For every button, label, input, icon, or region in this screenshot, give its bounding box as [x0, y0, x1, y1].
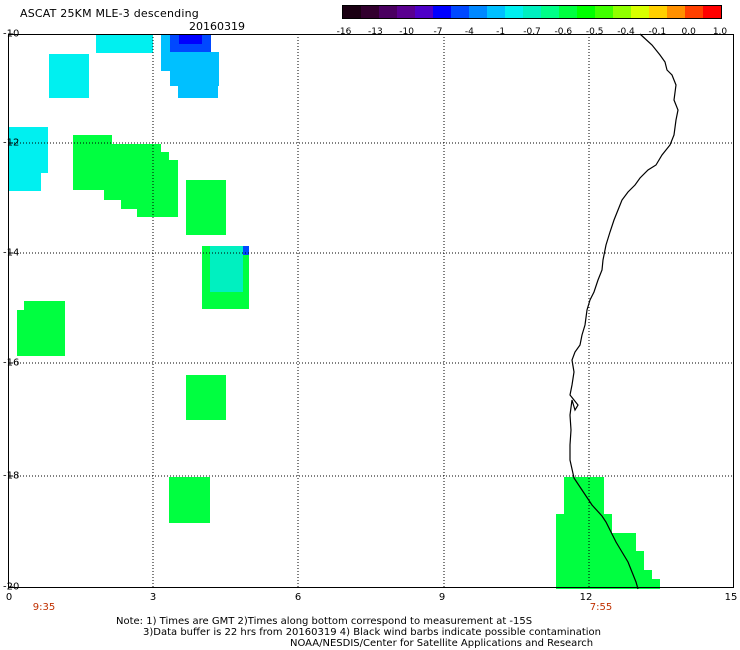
time-label: 7:55	[589, 602, 613, 613]
colorbar-swatch	[595, 6, 613, 18]
note-line-2: 3)Data buffer is 22 hrs from 20160319 4)…	[143, 627, 601, 638]
wind-cell	[556, 514, 565, 589]
wind-cell	[104, 190, 137, 200]
wind-cell	[161, 152, 169, 162]
wind-cell	[170, 52, 219, 86]
wind-cell	[186, 375, 226, 420]
coastline	[569, 33, 679, 590]
colorbar-swatch	[685, 6, 703, 18]
wind-cell	[73, 135, 112, 190]
colorbar-swatch	[469, 6, 487, 18]
y-label: -18	[3, 470, 20, 482]
wind-cell	[179, 34, 202, 44]
grid	[8, 34, 734, 588]
wind-cell	[210, 246, 243, 292]
x-label: 15	[724, 592, 738, 603]
plot-frame	[8, 34, 734, 588]
colorbar-swatch	[649, 6, 667, 18]
wind-cell	[604, 514, 612, 589]
colorbar-swatch	[631, 6, 649, 18]
colorbar-swatch	[577, 6, 595, 18]
wind-cell	[564, 477, 604, 589]
wind-cell	[644, 570, 652, 589]
wind-cell	[121, 200, 137, 209]
colorbar-tick-label: 1.0	[712, 27, 728, 37]
tick-marks	[8, 33, 13, 588]
colorbar-swatch	[703, 6, 721, 18]
colorbar-tick-label: -4	[464, 27, 474, 37]
colorbar-swatch	[397, 6, 415, 18]
colorbar-tick-label: -0.4	[617, 27, 635, 37]
wind-cell	[186, 180, 226, 235]
wind-cells	[8, 34, 660, 589]
colorbar-tick-label: -0.7	[523, 27, 541, 37]
colorbar-swatch	[667, 6, 685, 18]
wind-cell	[137, 160, 178, 217]
plot-date: 20160319	[189, 20, 245, 33]
x-label: 6	[294, 592, 302, 603]
wind-cell	[96, 34, 153, 53]
x-label: 12	[579, 592, 593, 603]
colorbar-tick-label: -0.6	[554, 27, 573, 37]
colorbar-tick-label: -16	[336, 27, 352, 37]
wind-cell	[24, 301, 65, 356]
y-label: -10	[3, 28, 20, 40]
y-label: -14	[3, 247, 20, 259]
colorbar-swatch	[523, 6, 541, 18]
y-label: -12	[3, 137, 20, 149]
colorbar-swatch	[433, 6, 451, 18]
wind-cell	[243, 246, 249, 255]
plot-title: ASCAT 25KM MLE-3 descending	[20, 7, 199, 20]
colorbar	[342, 5, 722, 19]
colorbar-swatch	[379, 6, 397, 18]
colorbar-swatch	[559, 6, 577, 18]
colorbar-swatch	[613, 6, 631, 18]
colorbar-swatch	[505, 6, 523, 18]
x-label: 0	[5, 592, 13, 603]
colorbar-tick-label: -1	[496, 27, 506, 37]
wind-cell	[49, 54, 89, 98]
wind-cell	[628, 551, 644, 589]
colorbar-swatch	[487, 6, 505, 18]
x-label: 3	[149, 592, 157, 603]
wind-cell	[8, 127, 48, 173]
colorbar-swatch	[451, 6, 469, 18]
wind-cell	[178, 86, 218, 98]
note-line-3: NOAA/NESDIS/Center for Satellite Applica…	[290, 638, 594, 649]
wind-cell	[652, 579, 660, 589]
time-label: 9:35	[32, 602, 56, 613]
note-line-1: Note: 1) Times are GMT 2)Times along bot…	[116, 616, 533, 627]
colorbar-tick-label: -0.1	[648, 27, 667, 37]
wind-cell	[8, 173, 41, 191]
colorbar-tick-label: -10	[399, 27, 415, 37]
colorbar-tick-label: -7	[433, 27, 443, 37]
x-label: 9	[438, 592, 446, 603]
colorbar-swatch	[361, 6, 379, 18]
colorbar-swatch	[343, 6, 361, 18]
colorbar-tick-label: -13	[367, 27, 383, 37]
y-label: -20	[3, 581, 20, 593]
colorbar-tick-label: 0.0	[681, 27, 696, 37]
colorbar-swatch	[541, 6, 559, 18]
colorbar-swatch	[415, 6, 433, 18]
wind-cell	[169, 477, 210, 523]
y-label: -16	[3, 357, 20, 369]
colorbar-tick-label: -0.5	[585, 27, 604, 37]
wind-cell	[17, 310, 25, 356]
wind-cell	[161, 34, 170, 71]
